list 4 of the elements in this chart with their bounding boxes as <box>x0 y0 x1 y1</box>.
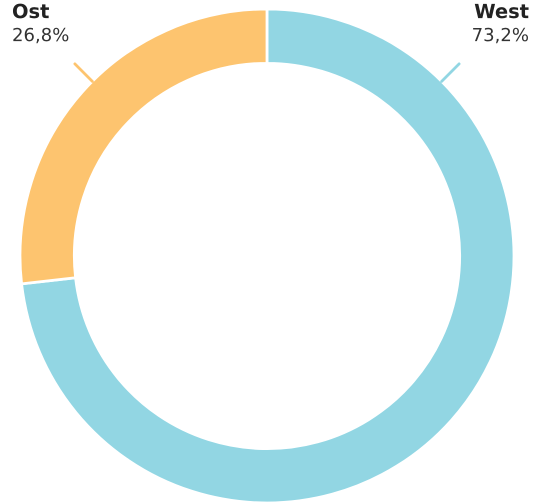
data-label: 26,8% <box>13 28 68 44</box>
data-label: 73,2% <box>473 28 528 44</box>
slice-label: Ost <box>12 4 49 18</box>
slice-label: West <box>474 4 529 18</box>
